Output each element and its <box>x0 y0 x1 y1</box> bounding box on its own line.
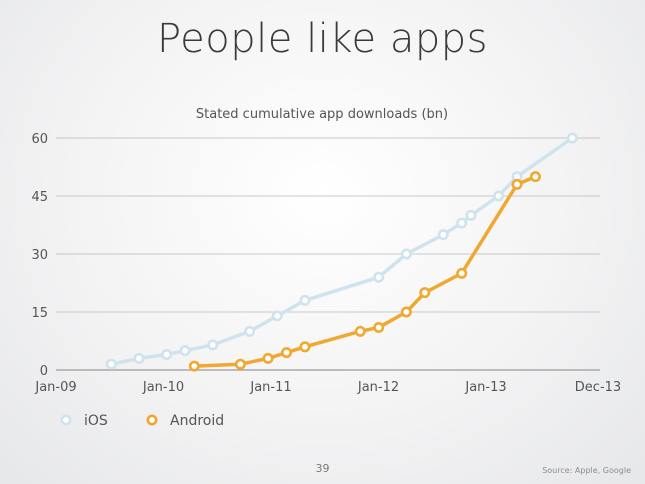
y-tick-label: 45 <box>31 190 48 205</box>
y-tick-label: 60 <box>31 132 48 147</box>
source-note: Source: Apple, Google <box>542 466 631 475</box>
data-point-android <box>373 321 385 333</box>
data-point-android <box>419 287 431 299</box>
slide-title: People like apps <box>156 16 489 62</box>
data-point-ios <box>207 339 219 351</box>
data-point-android <box>234 358 246 370</box>
legend-marker-ios <box>60 414 72 426</box>
data-point-ios <box>105 358 117 370</box>
data-point-ios <box>566 132 578 144</box>
data-point-android <box>511 178 523 190</box>
data-point-android <box>354 325 366 337</box>
data-point-ios <box>133 352 145 364</box>
data-point-ios <box>493 190 505 202</box>
data-point-ios <box>456 217 468 229</box>
y-tick-label: 15 <box>31 306 48 321</box>
data-point-android <box>456 267 468 279</box>
x-tick-label: Dec-13 <box>575 380 621 395</box>
data-point-ios <box>299 294 311 306</box>
data-point-ios <box>373 271 385 283</box>
x-tick-label: Jan-12 <box>357 380 399 395</box>
data-point-android <box>188 360 200 372</box>
legend-label-android: Android <box>170 413 224 429</box>
data-point-android <box>529 171 541 183</box>
data-point-ios <box>244 325 256 337</box>
x-tick-label: Jan-11 <box>249 380 291 395</box>
page-number: 39 <box>315 462 330 475</box>
data-point-android <box>400 306 412 318</box>
data-point-android <box>299 341 311 353</box>
y-tick-label: 30 <box>31 248 48 263</box>
legend-marker-android <box>146 414 158 426</box>
data-point-ios <box>400 248 412 260</box>
data-point-ios <box>161 349 173 361</box>
data-point-ios <box>179 345 191 357</box>
series-line-ios <box>109 136 575 366</box>
x-tick-label: Jan-09 <box>34 380 76 395</box>
data-point-ios <box>465 209 477 221</box>
data-point-android <box>262 352 274 364</box>
data-point-ios <box>271 310 283 322</box>
x-tick-label: Jan-13 <box>464 380 506 395</box>
data-point-ios <box>437 229 449 241</box>
y-tick-label: 0 <box>40 364 48 379</box>
x-tick-label: Jan-10 <box>142 380 184 395</box>
legend-label-ios: iOS <box>84 413 108 429</box>
data-point-android <box>281 347 293 359</box>
chart-title: Stated cumulative app downloads (bn) <box>196 107 448 122</box>
